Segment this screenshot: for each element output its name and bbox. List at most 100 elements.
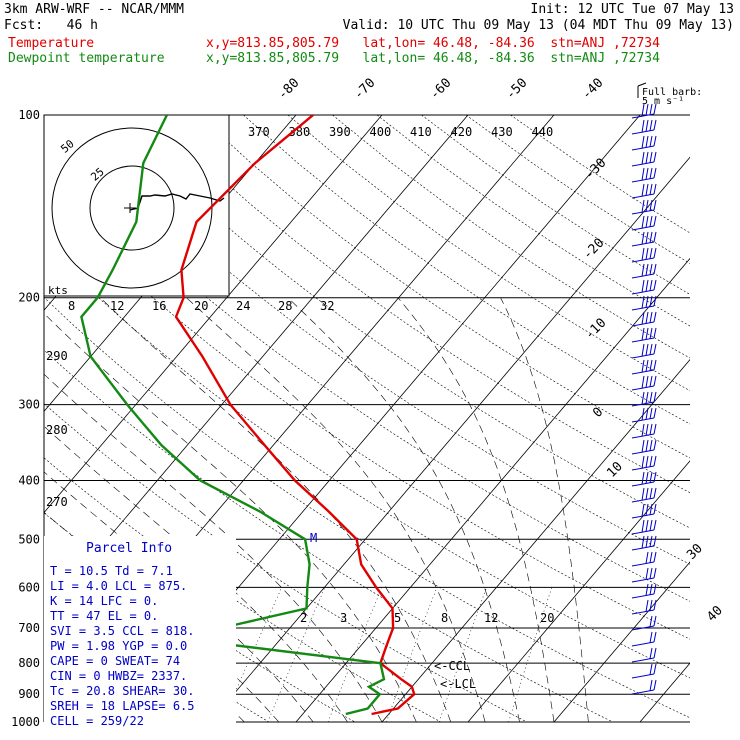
- wind-barb-flag: [653, 487, 657, 499]
- wind-barb-flag: [653, 583, 657, 595]
- wind-barb: [631, 593, 655, 599]
- wind-barb-flag: [645, 263, 649, 276]
- parcel-row: K = 14 LFC = 0.: [50, 594, 158, 608]
- dry-adiabat: [44, 192, 690, 640]
- wind-barb-flag: [641, 119, 645, 133]
- hodograph-unit: kts: [48, 284, 68, 297]
- wind-barbs: [631, 103, 657, 695]
- wind-barb-flag: [641, 199, 645, 213]
- temp-label-right: 10: [604, 459, 626, 481]
- wind-barb-flag: [653, 183, 657, 195]
- wind-barb-flag: [653, 327, 657, 339]
- dry-adiabat: [243, 115, 690, 425]
- hodograph: 25 50 kts: [43, 114, 230, 297]
- wind-barb-flag: [653, 375, 657, 387]
- pressure-tick-500: 500: [18, 532, 40, 546]
- wind-barb: [631, 257, 655, 263]
- wind-barb-flag: [653, 135, 657, 147]
- wind-barb-flag: [641, 375, 645, 389]
- wind-barb-flag: [645, 135, 649, 148]
- temp-label-right: -30: [582, 156, 609, 183]
- parcel-row: Tc = 20.8 SHEAR= 30.: [50, 684, 195, 698]
- wind-barb-flag: [653, 519, 657, 531]
- wind-barb-flag: [653, 551, 657, 563]
- wind-barb-flag: [645, 375, 649, 388]
- wind-barb-flag: [641, 503, 645, 517]
- wind-barb-flag: [645, 151, 649, 164]
- wind-barb-flag: [649, 295, 653, 307]
- isotherm-line: [44, 115, 383, 514]
- wind-barb-flag: [649, 663, 653, 675]
- wind-barb: [631, 657, 655, 663]
- wind-legend-value: 5 m s⁻¹: [642, 96, 684, 107]
- wind-barb-flag: [645, 167, 649, 180]
- wind-barb-flag: [641, 247, 645, 261]
- parcel-row: T = 10.5 Td = 7.1: [50, 564, 173, 578]
- wind-barb-flag: [649, 343, 653, 355]
- mixed-layer-marker: M: [310, 531, 317, 545]
- wind-barb-flag: [653, 263, 657, 275]
- mixing-ratio-label: 2: [300, 611, 307, 625]
- wind-barb-flag: [653, 295, 657, 307]
- wind-barb-flag: [645, 487, 649, 500]
- wind-barb-flag: [649, 487, 653, 499]
- theta-label: 380: [289, 125, 311, 139]
- temp-label-top: -50: [503, 76, 530, 103]
- wind-barb-flag: [649, 407, 653, 419]
- wind-barb-flag: [649, 583, 653, 595]
- mixing-ratio-line: [508, 587, 553, 722]
- wind-barb-flag: [641, 183, 645, 197]
- wind-barb-flag: [649, 231, 653, 243]
- wind-barb-flag: [649, 455, 653, 467]
- wind-barb: [631, 449, 655, 455]
- wind-barb-flag: [645, 535, 649, 548]
- wind-barb-flag: [653, 423, 657, 435]
- parcel-row: TT = 47 EL = 0.: [50, 609, 158, 623]
- ept-label: 32: [320, 299, 334, 313]
- wind-barb-flag: [645, 567, 649, 580]
- wind-barb-flag: [645, 407, 649, 420]
- parcel-row: CIN = 0 HWBZ= 2337.: [50, 669, 187, 683]
- wind-barb-flag: [645, 295, 649, 308]
- forecast-hour: Fcst: 46 h: [4, 18, 98, 33]
- wind-barb: [631, 369, 655, 375]
- wind-barb-flag: [649, 103, 653, 115]
- wind-barb: [631, 177, 655, 183]
- dry-adiabat: [109, 115, 690, 529]
- hodograph-storm-marker: [124, 203, 136, 213]
- wind-barb-flag: [653, 679, 657, 691]
- pressure-tick-300: 300: [18, 398, 40, 412]
- wind-barb-flag: [645, 103, 649, 116]
- wind-barb-flag: [649, 551, 653, 563]
- wind-barb-flag: [641, 487, 645, 501]
- theta-label-left: 270: [46, 495, 68, 509]
- wind-barb-flag: [641, 359, 645, 373]
- moist-adiabat: [44, 373, 383, 722]
- wind-barb-flag: [645, 119, 649, 132]
- dry-adiabat: [44, 296, 690, 719]
- wind-barb: [631, 353, 655, 359]
- wind-barb-flag: [641, 391, 645, 405]
- wind-barb-flag: [653, 343, 657, 355]
- wind-barb-flag: [653, 391, 657, 403]
- wind-barb-flag: [645, 199, 649, 212]
- wind-barb: [631, 481, 655, 487]
- wind-barb-flag: [645, 343, 649, 356]
- temp-label-right: 30: [684, 541, 706, 563]
- wind-barb-flag: [649, 519, 653, 531]
- ept-label: 24: [236, 299, 250, 313]
- dry-adiabat: [44, 457, 442, 722]
- wind-barb: [631, 465, 655, 471]
- wind-barb-flag: [641, 215, 645, 229]
- wind-barb-flag: [649, 471, 653, 483]
- wind-barb-flag: [649, 615, 653, 627]
- wind-barb: [631, 241, 655, 247]
- wind-barb-flag: [641, 535, 645, 549]
- wind-barb: [631, 561, 655, 567]
- wind-barb: [631, 129, 655, 135]
- dry-adiabat: [376, 115, 690, 327]
- wind-barb: [631, 209, 655, 215]
- mixing-ratio-line: [267, 587, 326, 722]
- dry-adiabat: [421, 115, 690, 295]
- wind-barb-flag: [653, 503, 657, 515]
